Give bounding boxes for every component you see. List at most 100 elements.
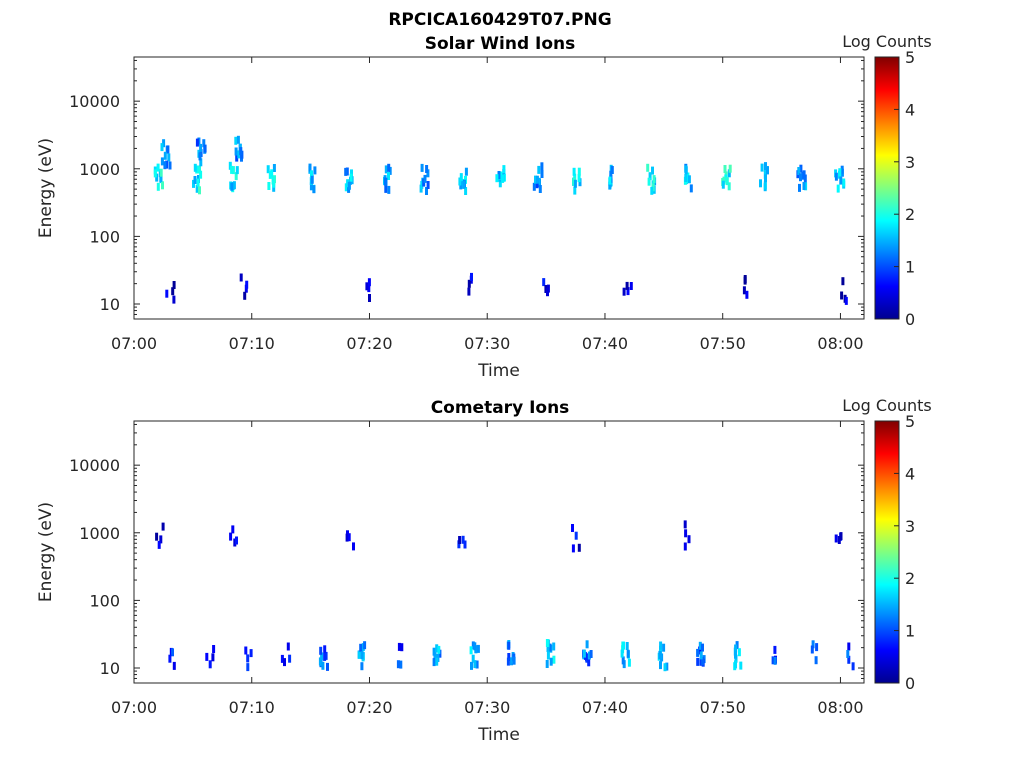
heatmap-cell — [318, 657, 322, 666]
heatmap-cell — [810, 645, 814, 654]
heatmap-cell — [400, 643, 404, 652]
heatmap-cell — [347, 533, 351, 542]
heatmap-cell — [851, 662, 855, 671]
heatmap-cell — [647, 177, 651, 186]
heatmap-cell — [802, 170, 806, 179]
heatmap-cell — [538, 185, 542, 193]
heatmap-cell — [684, 529, 688, 538]
heatmap-cell — [384, 165, 388, 174]
heatmap-cell — [766, 166, 769, 175]
heatmap-cell — [797, 167, 801, 175]
heatmap-cell — [345, 167, 349, 176]
heatmap-cell — [571, 544, 575, 553]
heatmap-cell — [165, 289, 169, 298]
heatmap-cell — [202, 139, 206, 148]
heatmap-cell — [198, 165, 201, 174]
heatmap-cell — [662, 643, 666, 652]
heatmap-cell — [283, 658, 286, 667]
heatmap-cell — [271, 176, 275, 185]
heatmap-cell — [155, 173, 159, 182]
heatmap-cell — [659, 641, 663, 650]
heatmap-cell — [723, 165, 727, 173]
heatmap-cell — [319, 646, 323, 655]
heatmap-cell — [387, 172, 390, 180]
plot-frame — [133, 420, 865, 684]
heatmap-cell — [467, 287, 471, 296]
colorbar-ticks: 0 1 2 3 4 5 — [894, 412, 915, 693]
heatmap-cell — [507, 641, 511, 650]
heatmap-cell — [773, 656, 777, 665]
heatmap-cell — [344, 167, 348, 176]
heatmap-cell — [663, 663, 667, 672]
heatmap-cell — [231, 166, 235, 175]
heatmap-cell — [423, 174, 427, 183]
heatmap-cell — [467, 279, 471, 288]
heatmap-cell — [815, 643, 819, 652]
heatmap-cell — [462, 180, 466, 189]
heatmap-cell — [577, 167, 581, 176]
heatmap-cell — [360, 662, 364, 671]
heatmap-cell — [699, 651, 703, 660]
heatmap-cell — [267, 182, 271, 190]
heatmap-cell — [544, 285, 548, 293]
heatmap-cell — [239, 147, 243, 156]
heatmap-cell — [537, 165, 541, 174]
heatmap-cell — [156, 182, 160, 191]
heatmap-cell — [798, 183, 801, 192]
heatmap-cell — [435, 657, 439, 666]
heatmap-cell — [728, 164, 732, 173]
y-axis-label: Energy (eV) — [36, 138, 56, 238]
heatmap-cell — [574, 531, 578, 540]
heatmap-cell — [232, 181, 236, 190]
x-tick-label: 07:20 — [346, 698, 392, 717]
heatmap-cell — [312, 185, 316, 194]
colorbar — [874, 420, 900, 684]
heatmap-cell — [399, 660, 403, 669]
heatmap-cell — [763, 181, 767, 190]
heatmap-cell — [168, 161, 172, 170]
plot-frame — [133, 56, 865, 320]
heatmap-cell — [545, 660, 549, 668]
heatmap-cell — [360, 651, 364, 660]
heatmap-cell — [229, 532, 233, 541]
heatmap-cell — [367, 284, 371, 293]
x-tick-label: 07:40 — [582, 698, 628, 717]
heatmap-cell — [420, 163, 424, 172]
heatmap-cell — [811, 640, 815, 649]
colorbar-ticks: 0 1 2 3 4 5 — [894, 48, 915, 329]
heatmap-cell — [665, 662, 669, 671]
heatmap-cell — [309, 182, 313, 191]
heatmap-cell — [587, 658, 591, 667]
heatmap-cell — [609, 170, 613, 179]
heatmap-cell — [840, 165, 844, 174]
heatmap-cell — [658, 651, 662, 659]
heatmap-cell — [473, 660, 477, 669]
heatmap-cell — [471, 654, 475, 663]
heatmap-cell — [582, 649, 586, 658]
heatmap-cell — [246, 654, 250, 663]
heatmap-cell — [847, 642, 851, 651]
x-tick-label: 07:50 — [700, 698, 746, 717]
y-tick-label: 100 — [89, 591, 120, 610]
heatmap-cell — [163, 151, 167, 160]
x-tick-label: 07:20 — [346, 334, 392, 353]
heatmap-cell — [684, 174, 688, 182]
heatmap-cell — [540, 162, 544, 171]
heatmap-cell — [804, 182, 808, 191]
heatmap-cell — [320, 652, 324, 661]
heatmap-cell — [344, 183, 348, 192]
heatmap-cell — [153, 169, 157, 178]
heatmap-cell — [802, 182, 806, 190]
y-tick-label: 10000 — [69, 456, 120, 475]
heatmap-cell — [464, 167, 468, 176]
heatmap-cell — [621, 656, 625, 665]
heatmap-cell — [799, 164, 803, 173]
heatmap-cell — [771, 656, 775, 665]
heatmap-cell — [535, 180, 539, 189]
heatmap-cell — [359, 643, 363, 652]
heatmap-cell — [734, 660, 737, 669]
x-axis-label: Time — [477, 725, 520, 745]
heatmap-cell — [739, 661, 743, 670]
